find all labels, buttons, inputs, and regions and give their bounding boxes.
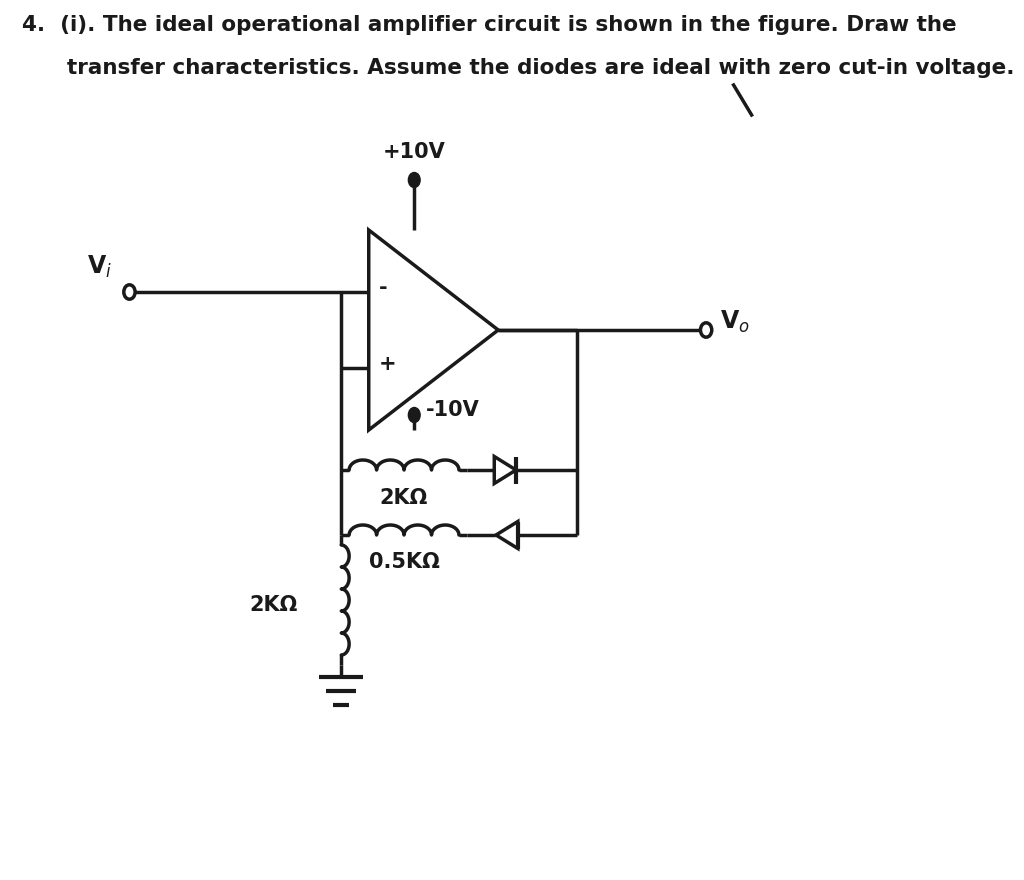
Text: 4.  (i). The ideal operational amplifier circuit is shown in the figure. Draw th: 4. (i). The ideal operational amplifier … xyxy=(22,15,956,35)
Text: 0.5KΩ: 0.5KΩ xyxy=(369,552,439,572)
Text: 2KΩ: 2KΩ xyxy=(250,595,298,615)
Circle shape xyxy=(700,323,712,337)
Circle shape xyxy=(124,285,135,299)
Circle shape xyxy=(409,172,420,187)
Text: 2KΩ: 2KΩ xyxy=(380,488,428,508)
Text: transfer characteristics. Assume the diodes are ideal with zero cut-in voltage.: transfer characteristics. Assume the dio… xyxy=(22,58,1015,78)
Text: -: - xyxy=(379,278,387,298)
Text: +: + xyxy=(379,354,396,374)
Text: +10V: +10V xyxy=(383,142,445,162)
Text: -10V: -10V xyxy=(426,400,480,420)
Text: V$_o$: V$_o$ xyxy=(720,309,751,335)
Text: V$_i$: V$_i$ xyxy=(87,253,113,280)
Circle shape xyxy=(409,407,420,422)
